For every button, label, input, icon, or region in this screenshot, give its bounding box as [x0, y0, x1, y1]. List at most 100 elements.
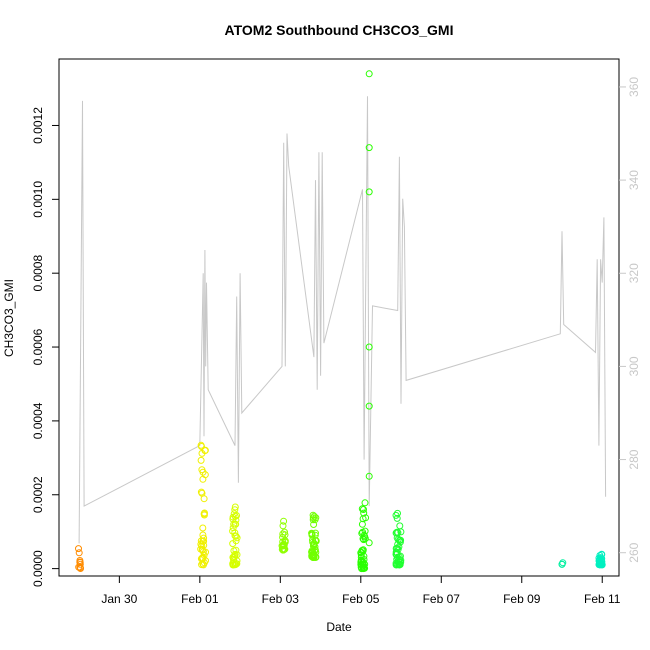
- y-tick-label: 0.0012: [31, 107, 45, 144]
- data-point: [75, 545, 82, 553]
- y-tick-label: 0.0008: [31, 255, 45, 292]
- scatter-points-layer: [75, 70, 606, 573]
- data-point: [358, 505, 366, 513]
- y-tick-label: 0.0000: [31, 550, 45, 587]
- secondary-series-line: [78, 96, 607, 544]
- plot-frame: [58, 58, 620, 577]
- data-point: [200, 561, 207, 569]
- y-tick-label: 0.0004: [31, 402, 45, 439]
- data-point: [280, 517, 288, 525]
- data-point: [281, 545, 289, 553]
- y-tick-label: 0.0010: [31, 181, 45, 218]
- data-point: [309, 511, 317, 519]
- data-point: [358, 529, 366, 537]
- data-point: [311, 537, 319, 545]
- data-point: [312, 529, 319, 537]
- data-point: [229, 561, 237, 569]
- data-point: [311, 516, 319, 524]
- y2-tick-label: 360: [627, 77, 641, 97]
- x-axis-label: Date: [326, 620, 352, 634]
- data-point: [232, 546, 240, 554]
- data-point: [279, 541, 287, 549]
- data-point: [359, 515, 367, 523]
- y-axis-label: CH3CO3_GMI: [2, 279, 16, 357]
- data-point: [197, 441, 205, 449]
- data-point: [198, 542, 206, 550]
- data-point: [361, 499, 369, 507]
- x-tick-label: Feb 01: [181, 592, 219, 606]
- y2-tick-label: 280: [627, 449, 641, 469]
- x-tick-label: Feb 09: [503, 592, 541, 606]
- data-point: [233, 551, 241, 559]
- data-point: [200, 534, 208, 542]
- data-point: [229, 513, 237, 521]
- data-point: [365, 144, 373, 152]
- data-point: [200, 537, 208, 545]
- data-point: [359, 535, 367, 543]
- data-point: [396, 522, 404, 530]
- data-point: [233, 534, 241, 542]
- y2-tick-label: 340: [627, 170, 641, 190]
- data-point: [308, 531, 316, 539]
- data-point: [357, 548, 365, 556]
- data-point: [310, 512, 318, 520]
- data-point: [365, 539, 373, 547]
- data-point: [357, 551, 365, 559]
- x-tick-label: Feb 05: [342, 592, 380, 606]
- y-axis-right: 260 280 300 320 340 360: [619, 77, 641, 563]
- data-point: [279, 530, 287, 538]
- data-point: [365, 343, 373, 351]
- data-point: [231, 532, 239, 540]
- data-point: [76, 559, 84, 566]
- data-point: [359, 528, 367, 536]
- data-point: [200, 495, 208, 503]
- data-point: [199, 524, 207, 532]
- y-tick-label: 0.0002: [31, 476, 45, 513]
- y2-tick-label: 260: [627, 542, 641, 562]
- data-point: [396, 561, 403, 569]
- data-point: [310, 521, 318, 528]
- data-point: [279, 522, 287, 530]
- data-point: [365, 472, 373, 480]
- data-point: [229, 540, 237, 548]
- data-point: [359, 547, 367, 555]
- data-point: [365, 188, 373, 196]
- data-point: [365, 70, 373, 78]
- data-point: [197, 456, 205, 464]
- data-point: [360, 536, 368, 544]
- data-point: [393, 555, 401, 563]
- chart-title: ATOM2 Southbound CH3CO3_GMI: [225, 22, 454, 38]
- data-point: [595, 561, 603, 569]
- x-axis: Jan 30 Feb 01 Feb 03 Feb 05 Feb 07 Feb 09 Feb …: [101, 576, 621, 606]
- data-point: [199, 468, 207, 476]
- data-point: [397, 556, 405, 564]
- data-point: [281, 537, 289, 545]
- data-point: [278, 545, 286, 553]
- data-point: [394, 509, 401, 517]
- data-point: [365, 402, 373, 410]
- x-tick-label: Feb 11: [584, 592, 621, 606]
- data-point: [197, 545, 205, 553]
- data-point: [393, 514, 401, 522]
- data-point: [231, 503, 239, 511]
- data-point: [598, 551, 606, 559]
- x-tick-label: Jan 30: [101, 592, 137, 606]
- y-tick-label: 0.0006: [31, 328, 45, 365]
- data-point: [559, 559, 567, 567]
- data-point: [310, 552, 318, 560]
- data-point: [200, 511, 208, 519]
- data-point: [75, 549, 83, 557]
- data-point: [232, 520, 240, 528]
- x-tick-label: Feb 07: [423, 592, 461, 606]
- data-point: [198, 449, 206, 457]
- x-tick-label: Feb 03: [262, 592, 300, 606]
- data-point: [393, 548, 400, 556]
- y2-tick-label: 320: [627, 263, 641, 283]
- secondary-series-layer: [78, 96, 607, 544]
- data-point: [361, 564, 369, 572]
- data-point: [396, 538, 404, 546]
- data-point: [392, 545, 400, 552]
- y2-tick-label: 300: [627, 356, 641, 376]
- data-point: [360, 506, 367, 513]
